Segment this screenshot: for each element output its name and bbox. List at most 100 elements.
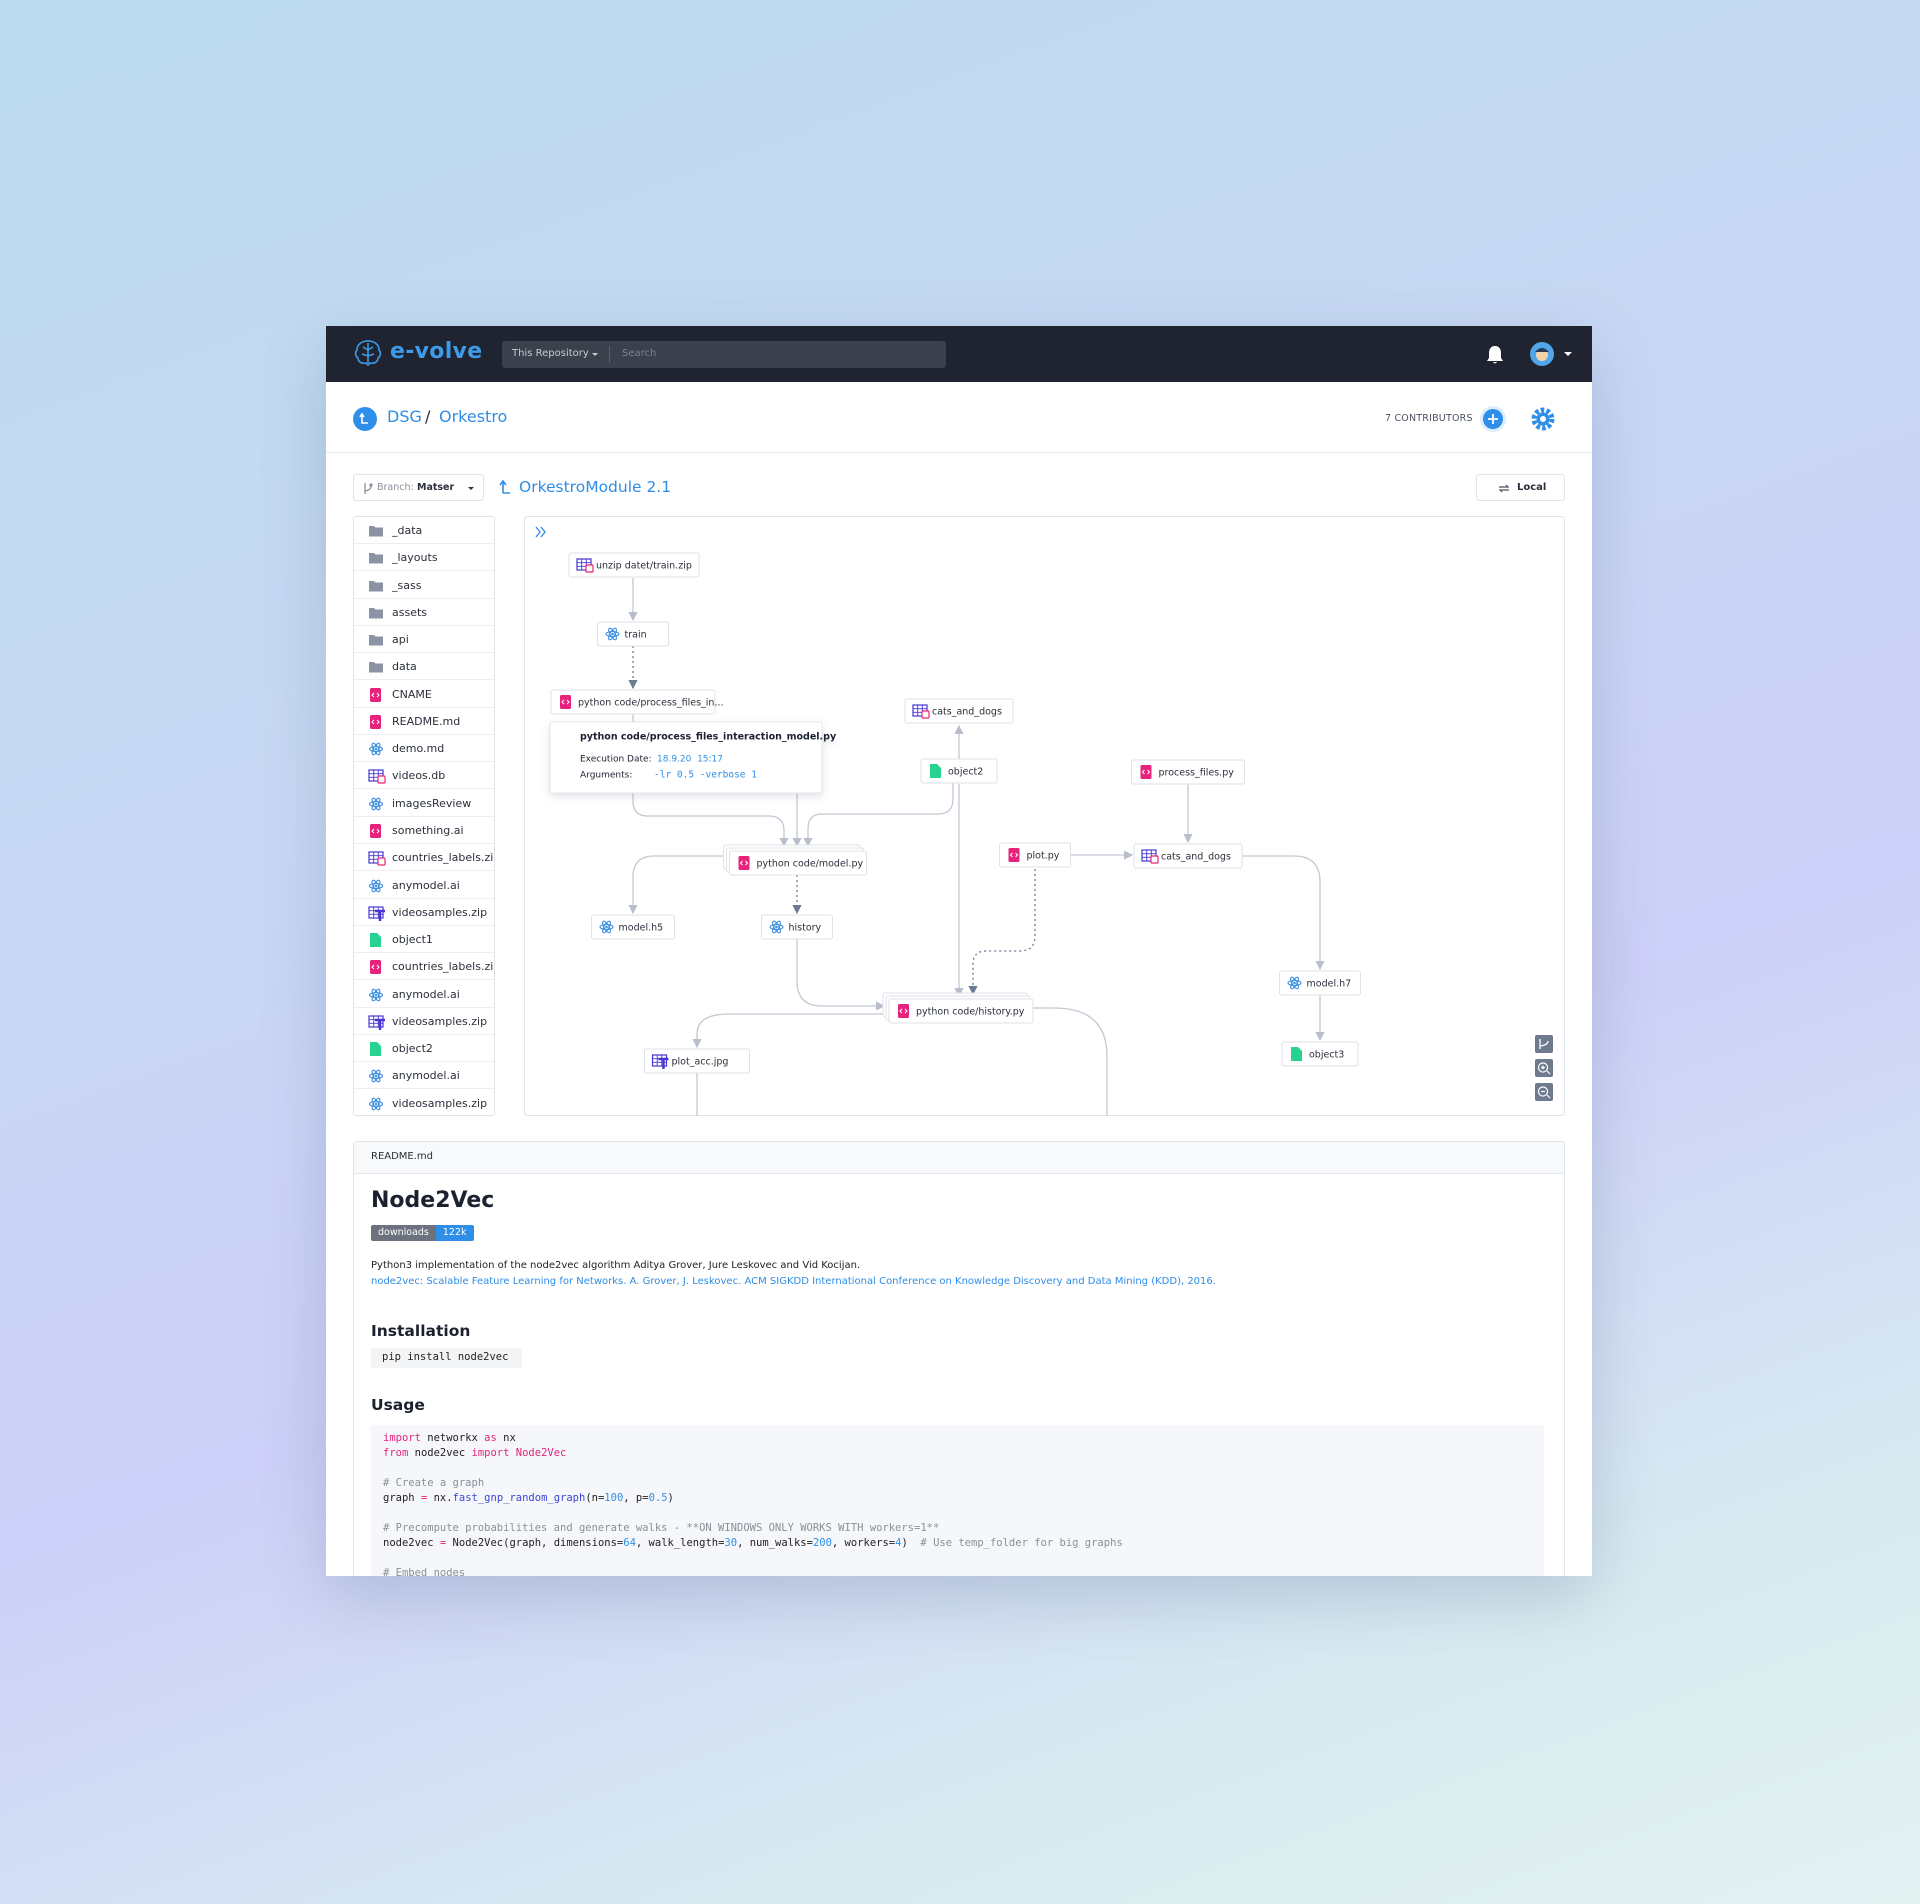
icon-part <box>599 923 614 931</box>
mode-button[interactable]: Local <box>1476 474 1565 501</box>
repo-link[interactable]: Orkestro <box>439 407 508 426</box>
bell-icon[interactable] <box>1485 344 1505 366</box>
file-name: object2 <box>392 1042 433 1056</box>
node-label: train <box>625 630 647 641</box>
file-name: countries_labels.zip <box>392 851 495 865</box>
icon-part <box>371 964 380 970</box>
code-token: nx <box>496 1432 516 1444</box>
graph-node[interactable]: cats_and_dogs <box>1133 843 1243 869</box>
file-item[interactable]: assets <box>354 599 494 626</box>
graph-node[interactable]: cats_and_dogs <box>904 698 1014 724</box>
icon-part <box>898 1004 909 1018</box>
graph-node[interactable]: train <box>597 621 669 647</box>
icon-part <box>370 960 381 975</box>
fit-button[interactable] <box>1535 1035 1553 1053</box>
module-title[interactable]: OrkestroModule 2.1 <box>519 478 672 496</box>
file-name: something.ai <box>392 823 464 837</box>
file-item[interactable]: object1 <box>354 926 494 954</box>
file-item[interactable]: countries_labels.zip <box>354 953 494 981</box>
graph-node[interactable]: plot.py <box>999 842 1071 868</box>
file-item[interactable]: README.md <box>354 708 494 735</box>
file-item[interactable]: videosamples.zip <box>354 899 494 926</box>
settings-icon[interactable] <box>1530 406 1556 432</box>
brand[interactable]: e-volve <box>390 339 483 364</box>
file-item[interactable]: demo.md <box>354 735 494 763</box>
file-item[interactable]: anymodel.ai <box>354 872 494 899</box>
usage-heading: Usage <box>371 1396 425 1414</box>
branch-select[interactable]: Branch: Matser <box>353 474 484 501</box>
graph-node[interactable]: object2 <box>920 758 998 784</box>
file-item[interactable]: data <box>354 653 494 681</box>
graph-node[interactable]: history <box>761 914 833 940</box>
icon-part <box>1287 979 1302 987</box>
graph-node[interactable]: python code/model.py <box>723 844 867 876</box>
node-box <box>904 698 1014 724</box>
graph-node[interactable]: unzip datet/train.zip <box>568 552 700 578</box>
graph-node[interactable]: process_files.py <box>1131 759 1245 785</box>
edges <box>628 578 1325 1116</box>
file-item[interactable]: anymodel.ai <box>354 1062 494 1090</box>
code-token: 30 <box>724 1537 738 1549</box>
avatar[interactable] <box>1529 341 1577 367</box>
code-line: # Embed nodes <box>383 1567 1532 1576</box>
add-contributor[interactable] <box>1476 405 1506 433</box>
icon-part <box>369 635 383 646</box>
file-item[interactable]: _sass <box>354 572 494 599</box>
node-box <box>1279 970 1361 996</box>
code-token: , num_walks= <box>737 1537 813 1549</box>
icon-part <box>371 828 380 834</box>
icon-part <box>658 1057 669 1069</box>
file-item[interactable]: api <box>354 626 494 654</box>
tooltip-date-label: Execution Date: <box>580 755 652 765</box>
expand-toggle[interactable] <box>535 526 546 538</box>
tooltip-args-label: Arguments: <box>580 771 632 781</box>
file-item[interactable]: CNAME <box>354 681 494 708</box>
file-name: videosamples.zip <box>392 1014 488 1028</box>
graph-node[interactable]: python code/process_files_in... <box>550 689 724 715</box>
code-token: # Precompute probabilities and generate … <box>383 1522 940 1534</box>
icon-part <box>375 1018 385 1030</box>
graph-node[interactable]: model.h7 <box>1279 970 1361 996</box>
owner-link[interactable]: DSG <box>387 407 422 426</box>
back-button[interactable] <box>353 407 377 431</box>
sync-icon <box>1498 484 1510 493</box>
reference-link[interactable]: node2vec: Scalable Feature Learning for … <box>371 1276 1216 1287</box>
file-item[interactable]: something.ai <box>354 817 494 844</box>
file-icon <box>369 607 383 619</box>
file-icon <box>370 687 381 702</box>
code-line: from node2vec import Node2Vec <box>383 1447 1532 1462</box>
code-line <box>383 1462 1532 1477</box>
icon-part <box>370 714 381 729</box>
file-item[interactable]: object2 <box>354 1035 494 1063</box>
file-item[interactable]: _layouts <box>354 544 494 572</box>
file-item[interactable]: countries_labels.zip <box>354 844 495 872</box>
icon-part <box>739 860 749 866</box>
code-token: Node2Vec <box>515 1447 567 1459</box>
node-box <box>568 552 700 578</box>
file-item[interactable]: videos.db <box>354 762 494 790</box>
file-item[interactable]: videosamples.zip <box>354 1090 494 1115</box>
file-item[interactable]: imagesReview <box>354 790 494 817</box>
icon-part <box>370 933 381 948</box>
file-item[interactable]: _data <box>354 517 494 544</box>
icon-part <box>1140 765 1152 779</box>
node-box <box>1133 843 1243 869</box>
icon-part <box>371 797 381 811</box>
code-token: Node2Vec(graph, dimensions= <box>446 1537 624 1549</box>
graph-node[interactable]: model.h5 <box>591 914 675 940</box>
search-input[interactable]: Search <box>622 348 657 359</box>
search-scope[interactable]: This Repository <box>512 348 589 359</box>
nodes: unzip datet/train.zip train python code/pr… <box>550 552 1361 1074</box>
graph-node[interactable]: plot_acc.jpg <box>644 1048 750 1074</box>
badge-value: 122k <box>435 1225 474 1241</box>
zoom-in-icon <box>1537 1062 1551 1075</box>
file-icon <box>368 742 384 756</box>
icon-part <box>371 719 380 725</box>
search-box[interactable]: This Repository Search <box>502 341 946 368</box>
file-name: videosamples.zip <box>392 1096 488 1110</box>
graph-node[interactable]: object3 <box>1281 1041 1359 1067</box>
file-item[interactable]: anymodel.ai <box>354 981 494 1008</box>
file-item[interactable]: videosamples.zip <box>354 1008 494 1035</box>
graph-node[interactable]: python code/history.py <box>882 992 1034 1024</box>
contributors[interactable]: 7 CONTRIBUTORS <box>1385 413 1473 424</box>
